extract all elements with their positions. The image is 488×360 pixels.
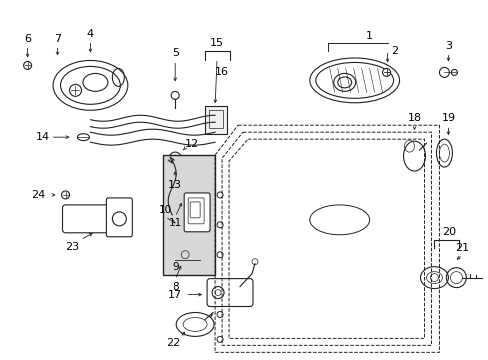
Text: 18: 18 [407, 113, 421, 123]
FancyBboxPatch shape [62, 205, 128, 233]
Text: 13: 13 [168, 180, 182, 190]
Ellipse shape [420, 267, 447, 289]
Text: 17: 17 [168, 289, 182, 300]
Text: 24: 24 [31, 190, 45, 200]
Text: 5: 5 [171, 49, 178, 58]
Text: 15: 15 [210, 37, 224, 48]
Text: 2: 2 [390, 45, 397, 55]
Text: 4: 4 [87, 28, 94, 39]
Text: 16: 16 [215, 67, 228, 77]
Bar [163, 155, 215, 275]
Text: 12: 12 [185, 139, 199, 149]
Bar [209, 110, 223, 128]
Text: 7: 7 [54, 33, 61, 44]
Ellipse shape [403, 141, 425, 171]
FancyBboxPatch shape [106, 198, 132, 237]
Text: 20: 20 [442, 227, 455, 237]
Bar [204, 106, 226, 134]
Text: 10: 10 [158, 205, 171, 215]
FancyBboxPatch shape [184, 193, 210, 232]
Text: 9: 9 [172, 262, 178, 272]
Text: 11: 11 [168, 218, 182, 228]
Text: 1: 1 [366, 31, 372, 41]
Text: 8: 8 [172, 282, 178, 292]
Text: 22: 22 [166, 338, 180, 348]
Circle shape [382, 68, 390, 76]
Text: 23: 23 [65, 242, 80, 252]
Text: 19: 19 [441, 113, 454, 123]
Text: 21: 21 [454, 243, 468, 253]
Ellipse shape [176, 312, 214, 336]
FancyBboxPatch shape [207, 279, 252, 306]
Circle shape [169, 152, 181, 164]
Text: 6: 6 [24, 33, 31, 44]
Text: 14: 14 [36, 132, 50, 142]
Text: 3: 3 [444, 41, 451, 50]
